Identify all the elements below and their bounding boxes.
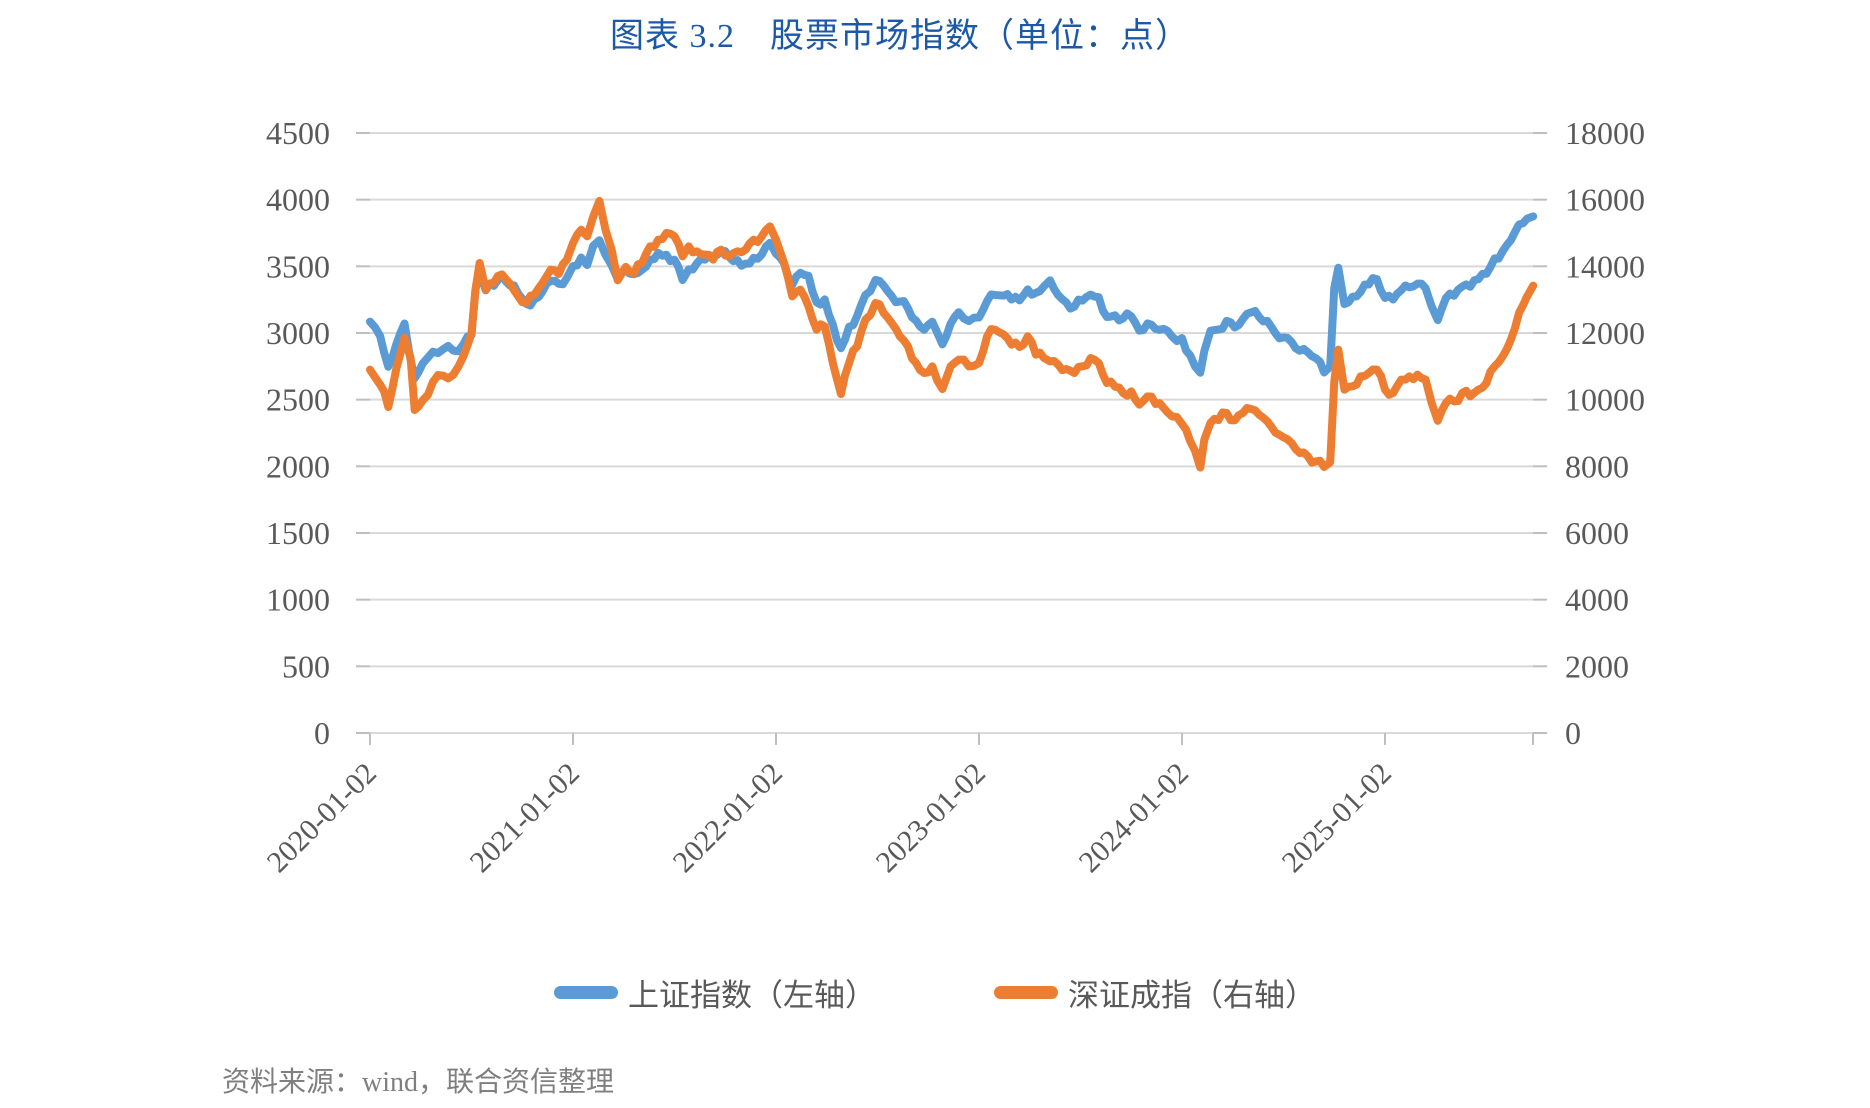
y-axis-left-tick-label: 3500: [266, 248, 330, 284]
x-axis-tick-label: 2025-01-02: [1276, 757, 1398, 879]
y-axis-right-tick-label: 14000: [1565, 248, 1645, 284]
chart-title: 图表 3.2 股票市场指数（单位：点）: [610, 18, 1190, 55]
x-axis-tick-label: 2022-01-02: [667, 757, 789, 879]
y-axis-right-tick-label: 2000: [1565, 648, 1629, 684]
chart-legend: 上证指数（左轴） 深证成指（右轴）: [0, 966, 1870, 1018]
y-axis-left-tick-label: 2500: [266, 382, 330, 418]
legend-item-sse: 上证指数（左轴）: [554, 970, 876, 1015]
y-axis-left-tick-label: 4000: [266, 182, 330, 218]
data-source-note: 资料来源：wind，联合资信整理: [222, 1067, 615, 1098]
y-axis-right-tick-label: 4000: [1565, 582, 1629, 618]
x-axis-tick-label: 2021-01-02: [464, 757, 586, 879]
y-axis-right-tick-label: 6000: [1565, 515, 1629, 551]
szse-legend-label: 深证成指（右轴）: [1068, 977, 1316, 1013]
y-axis-right-tick-label: 12000: [1565, 315, 1645, 351]
y-axis-right-tick-label: 10000: [1565, 382, 1645, 418]
legend-item-szse: 深证成指（右轴）: [994, 970, 1316, 1015]
x-axis-tick-label: 2024-01-02: [1073, 757, 1195, 879]
y-axis-left-tick-label: 3000: [266, 315, 330, 351]
szse-line-swatch: [994, 985, 1058, 999]
y-axis-right-tick-label: 8000: [1565, 448, 1629, 484]
sse-legend-label: 上证指数（左轴）: [628, 977, 876, 1013]
y-axis-left-tick-label: 2000: [266, 448, 330, 484]
y-axis-right-tick-label: 16000: [1565, 182, 1645, 218]
sse-index-line: [366, 212, 1538, 383]
y-axis-left-tick-label: 1500: [266, 515, 330, 551]
x-axis-tick-label: 2023-01-02: [870, 757, 992, 879]
x-axis-tick-label: 2020-01-02: [261, 757, 383, 879]
y-axis-left-tick-label: 500: [282, 648, 330, 684]
y-axis-left-tick-label: 0: [314, 715, 330, 751]
y-axis-right-tick-label: 0: [1565, 715, 1581, 751]
y-axis-right-tick-label: 18000: [1565, 115, 1645, 151]
y-axis-left-tick-label: 1000: [266, 582, 330, 618]
sse-line-swatch: [554, 985, 618, 999]
y-axis-left-tick-label: 4500: [266, 115, 330, 151]
szse-index-line: [366, 196, 1538, 472]
